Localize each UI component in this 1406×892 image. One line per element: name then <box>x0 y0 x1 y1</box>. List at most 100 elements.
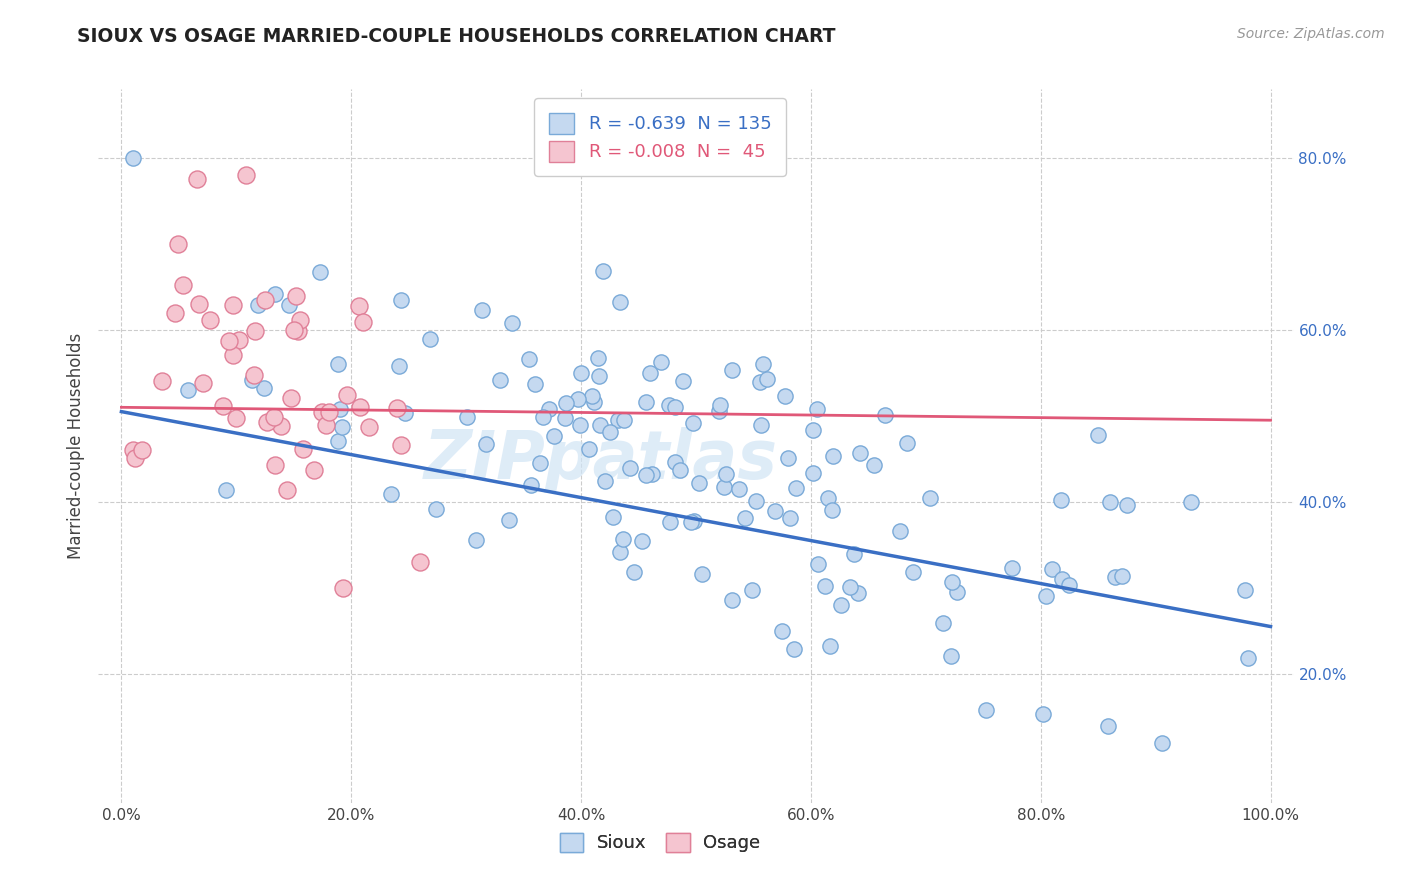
Point <box>315 417 337 432</box>
Point <box>630 534 652 549</box>
Point <box>222 348 245 362</box>
Point <box>288 313 311 327</box>
Point <box>1040 562 1063 576</box>
Point <box>380 487 402 501</box>
Point <box>846 586 869 600</box>
Point <box>741 583 763 598</box>
Point <box>772 624 794 638</box>
Point <box>901 565 924 579</box>
Point <box>311 405 333 419</box>
Point <box>471 302 494 317</box>
Point <box>225 410 247 425</box>
Point <box>387 401 409 415</box>
Point <box>409 555 432 569</box>
Point <box>803 423 825 437</box>
Point <box>280 391 302 405</box>
Point <box>763 504 786 518</box>
Point <box>304 463 326 477</box>
Point <box>188 297 211 311</box>
Point <box>863 458 886 472</box>
Point <box>531 409 554 424</box>
Point <box>1087 428 1109 442</box>
Point <box>889 524 911 538</box>
Point <box>782 642 804 657</box>
Point <box>330 420 353 434</box>
Point <box>222 298 245 312</box>
Point <box>242 368 264 383</box>
Point <box>583 395 606 409</box>
Point <box>727 482 749 496</box>
Point <box>720 593 742 607</box>
Point <box>1050 572 1073 586</box>
Point <box>775 388 797 402</box>
Point <box>690 566 713 581</box>
Point <box>1057 578 1080 592</box>
Point <box>683 514 706 528</box>
Point <box>418 332 440 346</box>
Point <box>593 474 616 488</box>
Point <box>578 442 600 457</box>
Point <box>918 491 941 505</box>
Point <box>785 481 807 495</box>
Point <box>270 419 292 434</box>
Point <box>336 388 359 402</box>
Point <box>554 411 576 425</box>
Point <box>122 151 145 165</box>
Point <box>349 401 371 415</box>
Point <box>328 434 350 448</box>
Point <box>283 323 305 337</box>
Point <box>124 451 146 466</box>
Point <box>1097 719 1119 733</box>
Point <box>555 396 578 410</box>
Point <box>844 547 866 561</box>
Point <box>932 615 955 630</box>
Point <box>818 639 841 653</box>
Point <box>650 355 672 369</box>
Point <box>586 351 609 365</box>
Point <box>707 403 730 417</box>
Point <box>848 446 870 460</box>
Point <box>256 415 278 429</box>
Text: ZIPpatlas: ZIPpatlas <box>423 427 778 493</box>
Point <box>167 236 190 251</box>
Point <box>352 315 374 329</box>
Point <box>1049 493 1071 508</box>
Point <box>1115 498 1137 512</box>
Point <box>613 413 636 427</box>
Point <box>246 298 269 312</box>
Point <box>464 533 486 547</box>
Point <box>347 299 370 313</box>
Point <box>150 374 173 388</box>
Point <box>517 352 540 367</box>
Point <box>1111 569 1133 583</box>
Point <box>817 491 839 506</box>
Point <box>278 297 301 311</box>
Point <box>592 264 614 278</box>
Point <box>896 435 918 450</box>
Point <box>609 545 631 559</box>
Point <box>821 449 844 463</box>
Point <box>749 418 772 433</box>
Point <box>263 409 285 424</box>
Point <box>318 404 340 418</box>
Point <box>1099 494 1122 508</box>
Point <box>734 511 756 525</box>
Point <box>240 374 263 388</box>
Point <box>567 392 589 407</box>
Point <box>709 398 731 412</box>
Point <box>489 373 512 387</box>
Point <box>1152 736 1174 750</box>
Point <box>623 565 645 579</box>
Point <box>501 316 523 330</box>
Point <box>634 395 657 409</box>
Point <box>974 703 997 717</box>
Point <box>1104 570 1126 584</box>
Point <box>801 466 824 480</box>
Point <box>389 293 412 308</box>
Point <box>568 417 591 432</box>
Point <box>253 381 276 395</box>
Point <box>543 428 565 442</box>
Point <box>287 324 309 338</box>
Point <box>588 368 610 383</box>
Point <box>779 511 801 525</box>
